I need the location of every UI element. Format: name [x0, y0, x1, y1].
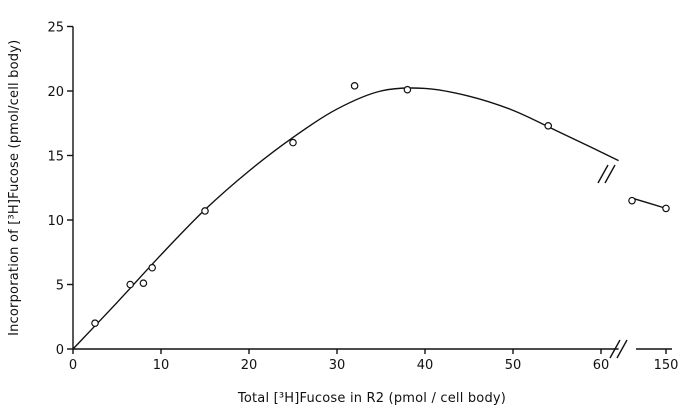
- x-tick-label: 20: [241, 358, 258, 373]
- x-tick-label: 30: [329, 358, 346, 373]
- data-point: [628, 196, 636, 205]
- data-point: [662, 204, 670, 213]
- axis-labels: Total [³H]Fucose in R2 (pmol / cell body…: [7, 40, 506, 406]
- x-axis-break-mark: [616, 339, 628, 359]
- curve-break-mark: [604, 164, 616, 184]
- x-tick-label: 10: [153, 358, 170, 373]
- fitted-curve-after-break: [631, 197, 667, 210]
- x-tick-label: 0: [69, 358, 77, 373]
- data-point: [91, 319, 99, 328]
- data-point: [148, 263, 157, 272]
- x-tick-label: 40: [417, 358, 434, 373]
- y-axis-label: Incorporation of [³H]Fucose (pmol/cell b…: [7, 40, 22, 336]
- fitted-curve: [72, 87, 619, 350]
- y-tick-label: 15: [47, 150, 64, 165]
- data-points: [91, 82, 670, 328]
- x-tick-label: 150: [654, 358, 679, 373]
- y-tick-label: 25: [47, 21, 64, 36]
- data-point: [201, 207, 209, 215]
- data-point: [403, 85, 412, 94]
- data-point: [139, 279, 148, 288]
- data-point: [126, 280, 135, 289]
- data-point: [350, 82, 359, 90]
- x-axis-break-mark: [609, 339, 621, 359]
- fitted-curve-layer: [72, 87, 667, 350]
- data-point: [544, 122, 553, 130]
- x-tick-label: 60: [593, 358, 610, 373]
- y-tick-label: 0: [56, 343, 64, 358]
- y-tick-label: 5: [56, 279, 64, 294]
- curve-break-mark: [597, 164, 609, 184]
- x-tick-label: 50: [505, 358, 522, 373]
- y-tick-label: 10: [47, 214, 64, 229]
- axes: 0 5 10 15 20 25 0 10 20 30 40 50 60 150: [47, 21, 678, 374]
- x-axis-label: Total [³H]Fucose in R2 (pmol / cell body…: [237, 391, 506, 406]
- y-tick-label: 20: [47, 85, 64, 100]
- data-point: [289, 138, 297, 147]
